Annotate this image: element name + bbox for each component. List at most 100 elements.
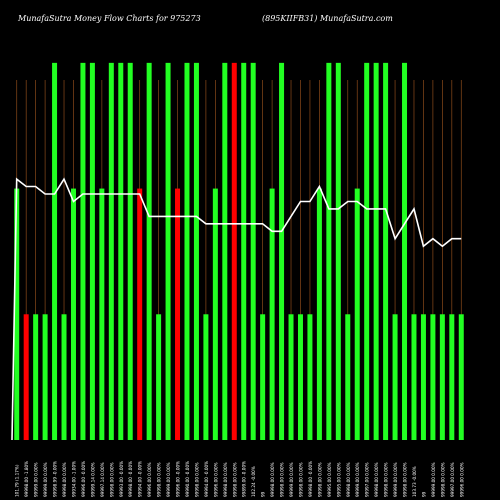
- x-tick-label: 99998.00 0.00%: [223, 462, 228, 497]
- x-tick-label: 99999.14 0.00%: [90, 462, 95, 497]
- x-tick-label: 99996.00 0.00%: [213, 462, 218, 497]
- x-tick-label: 99998.00 0.00%: [403, 462, 408, 497]
- volume-bar: [260, 314, 266, 440]
- x-tick-label: 101.79 (1.17%): [15, 464, 20, 497]
- volume-bar: [89, 62, 95, 440]
- volume-bar: [137, 188, 143, 440]
- x-tick-label: 99998.00 0.00%: [109, 462, 114, 497]
- volume-bar: [108, 62, 114, 440]
- x-tick-label: 99996.00 0.00%: [147, 462, 152, 497]
- volume-bar: [316, 188, 322, 440]
- x-tick-label: 99999.00 0.00%: [34, 462, 39, 497]
- volume-bar: [345, 314, 351, 440]
- x-tick-label: 99994.00 -0.00%: [204, 461, 209, 497]
- x-tick-label: 99899.00 -0.00%: [242, 461, 247, 497]
- x-tick-label: 99: [261, 491, 266, 497]
- volume-bar: [420, 314, 426, 440]
- volume-bar: [99, 188, 105, 440]
- volume-bar: [326, 62, 332, 440]
- x-tick-label: 99998.00 0.00%: [194, 462, 199, 497]
- volume-bar: [61, 314, 67, 440]
- x-tick-label: 99996.00 -0.00%: [81, 461, 86, 497]
- volume-bar: [279, 62, 285, 440]
- volume-bar: [23, 314, 29, 440]
- volume-bar: [439, 314, 445, 440]
- volume-bar: [373, 62, 379, 440]
- x-tick-label: 99997.14 0.00%: [100, 462, 105, 497]
- volume-bar: [14, 188, 20, 440]
- x-tick-label: 99998.00 0.00%: [346, 462, 351, 497]
- volume-bar: [184, 62, 190, 440]
- x-tick-label: 99996.00 0.00%: [459, 462, 464, 497]
- x-tick-label: 99997.00 0.00%: [450, 462, 455, 497]
- volume-bar: [392, 314, 398, 440]
- x-tick-label: 99998.00 0.00%: [62, 462, 67, 497]
- volume-bar: [42, 314, 48, 440]
- volume-bar: [250, 62, 256, 440]
- x-tick-label: 99998.00 0.00%: [157, 462, 162, 497]
- x-tick-label: 99999.00 0.00%: [43, 462, 48, 497]
- x-tick-label: 99998.00 -0.00%: [308, 461, 313, 497]
- volume-bar: [70, 188, 76, 440]
- x-tick-label: 103.73 -0.00%: [412, 466, 417, 497]
- volume-bar: [193, 62, 199, 440]
- x-tick-label: 99999.00 0.00%: [431, 462, 436, 497]
- volume-bar: [458, 314, 464, 440]
- x-tick-label: 99998.00 0.00%: [440, 462, 445, 497]
- x-tick-label: 99998.00 0.00%: [384, 462, 389, 497]
- volume-bar: [269, 188, 275, 440]
- volume-bar: [33, 314, 39, 440]
- volume-bar: [165, 62, 171, 440]
- x-tick-label: 99998.00 0.00%: [298, 462, 303, 497]
- volume-bar: [354, 188, 360, 440]
- x-tick-label: 99999.00 0.00%: [393, 462, 398, 497]
- x-tick-label: 99998.00 0.00%: [280, 462, 285, 497]
- x-tick-label: 99990.00 -0.00%: [185, 461, 190, 497]
- x-tick-label: 99999.00 0.00%: [289, 462, 294, 497]
- x-tick-label: 99995.00 0.00%: [327, 462, 332, 497]
- volume-bar: [52, 62, 58, 440]
- volume-bar: [411, 314, 417, 440]
- volume-bar: [118, 62, 124, 440]
- x-tick-label: 99998.00 -0.00%: [128, 461, 133, 497]
- volume-bar: [156, 314, 162, 440]
- volume-bar: [241, 62, 247, 440]
- x-tick-label: 99994.00 -0.00%: [138, 461, 143, 497]
- x-tick-label: 99993.00 -0.00%: [119, 461, 124, 497]
- x-tick-label: 99998.00 0.00%: [232, 462, 237, 497]
- chart-title-left: MunafaSutra Money Flow Charts for 975273: [18, 14, 201, 23]
- volume-bar: [127, 62, 133, 440]
- volume-bar: [383, 62, 389, 440]
- volume-bar: [307, 314, 313, 440]
- x-tick-label: 99995.00 0.00%: [336, 462, 341, 497]
- x-tick-label: 99998.00 -1.80%: [24, 461, 29, 497]
- x-tick-label: 99998.00 0.00%: [317, 462, 322, 497]
- x-tick-label: 99997.00 0.00%: [365, 462, 370, 497]
- volume-bar: [288, 314, 294, 440]
- volume-bar: [364, 62, 370, 440]
- x-tick-label: 99934.00 -1.00%: [71, 461, 76, 497]
- x-tick-label: 99998.00 0.00%: [270, 462, 275, 497]
- volume-bar: [212, 188, 218, 440]
- volume-bar: [231, 62, 237, 440]
- volume-bar: [80, 62, 86, 440]
- x-tick-label: 99998.00 0.00%: [374, 462, 379, 497]
- volume-bar: [430, 314, 436, 440]
- price-line: [11, 177, 462, 441]
- volume-bar: [449, 314, 455, 440]
- volume-bar: [402, 62, 408, 440]
- volume-bar: [297, 314, 303, 440]
- x-tick-label: 99: [421, 491, 426, 497]
- x-tick-label: 99999.00 0.00%: [355, 462, 360, 497]
- volume-bar: [203, 314, 209, 440]
- x-tick-label: 102.24 -0.00%: [251, 466, 256, 497]
- volume-bar: [335, 62, 341, 440]
- volume-bar: [175, 188, 181, 440]
- chart-title-right: (895KIIFB31) MunafaSutra.com: [262, 14, 393, 23]
- volume-bar: [222, 62, 228, 440]
- x-tick-label: 99998.99 -0.00%: [53, 461, 58, 497]
- x-tick-label: 99996.00 -0.00%: [176, 461, 181, 497]
- volume-bar: [146, 62, 152, 440]
- x-tick-label: 99999.00 0.00%: [166, 462, 171, 497]
